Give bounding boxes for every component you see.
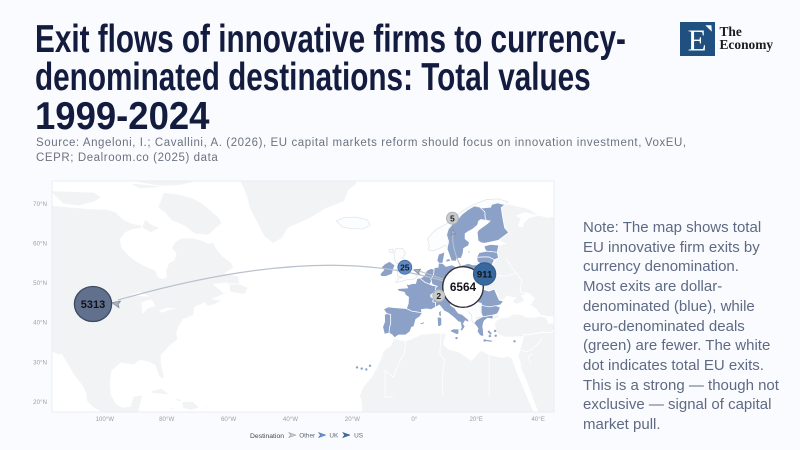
svg-text:5: 5 — [450, 213, 455, 223]
svg-text:80°W: 80°W — [159, 416, 174, 423]
svg-text:911: 911 — [477, 269, 493, 280]
svg-text:40°E: 40°E — [531, 416, 544, 423]
svg-text:20°W: 20°W — [345, 416, 360, 423]
svg-text:30°N: 30°N — [33, 359, 47, 366]
svg-text:50°N: 50°N — [33, 280, 47, 287]
svg-text:100°W: 100°W — [95, 416, 114, 423]
svg-text:20°E: 20°E — [469, 416, 482, 423]
svg-text:40°N: 40°N — [33, 320, 47, 327]
svg-text:20°N: 20°N — [33, 399, 47, 406]
svg-text:60°N: 60°N — [33, 241, 47, 248]
svg-text:25: 25 — [400, 262, 410, 272]
svg-text:40°W: 40°W — [283, 416, 298, 423]
svg-text:Other: Other — [299, 433, 316, 440]
svg-text:6564: 6564 — [450, 280, 477, 294]
svg-text:US: US — [354, 433, 363, 440]
svg-text:60°W: 60°W — [221, 416, 236, 423]
svg-text:UK: UK — [329, 433, 339, 440]
svg-text:Destination: Destination — [250, 433, 284, 440]
svg-text:70°N: 70°N — [33, 201, 47, 208]
svg-text:2: 2 — [436, 291, 441, 301]
svg-text:5313: 5313 — [81, 299, 105, 311]
svg-text:0°: 0° — [411, 416, 417, 423]
